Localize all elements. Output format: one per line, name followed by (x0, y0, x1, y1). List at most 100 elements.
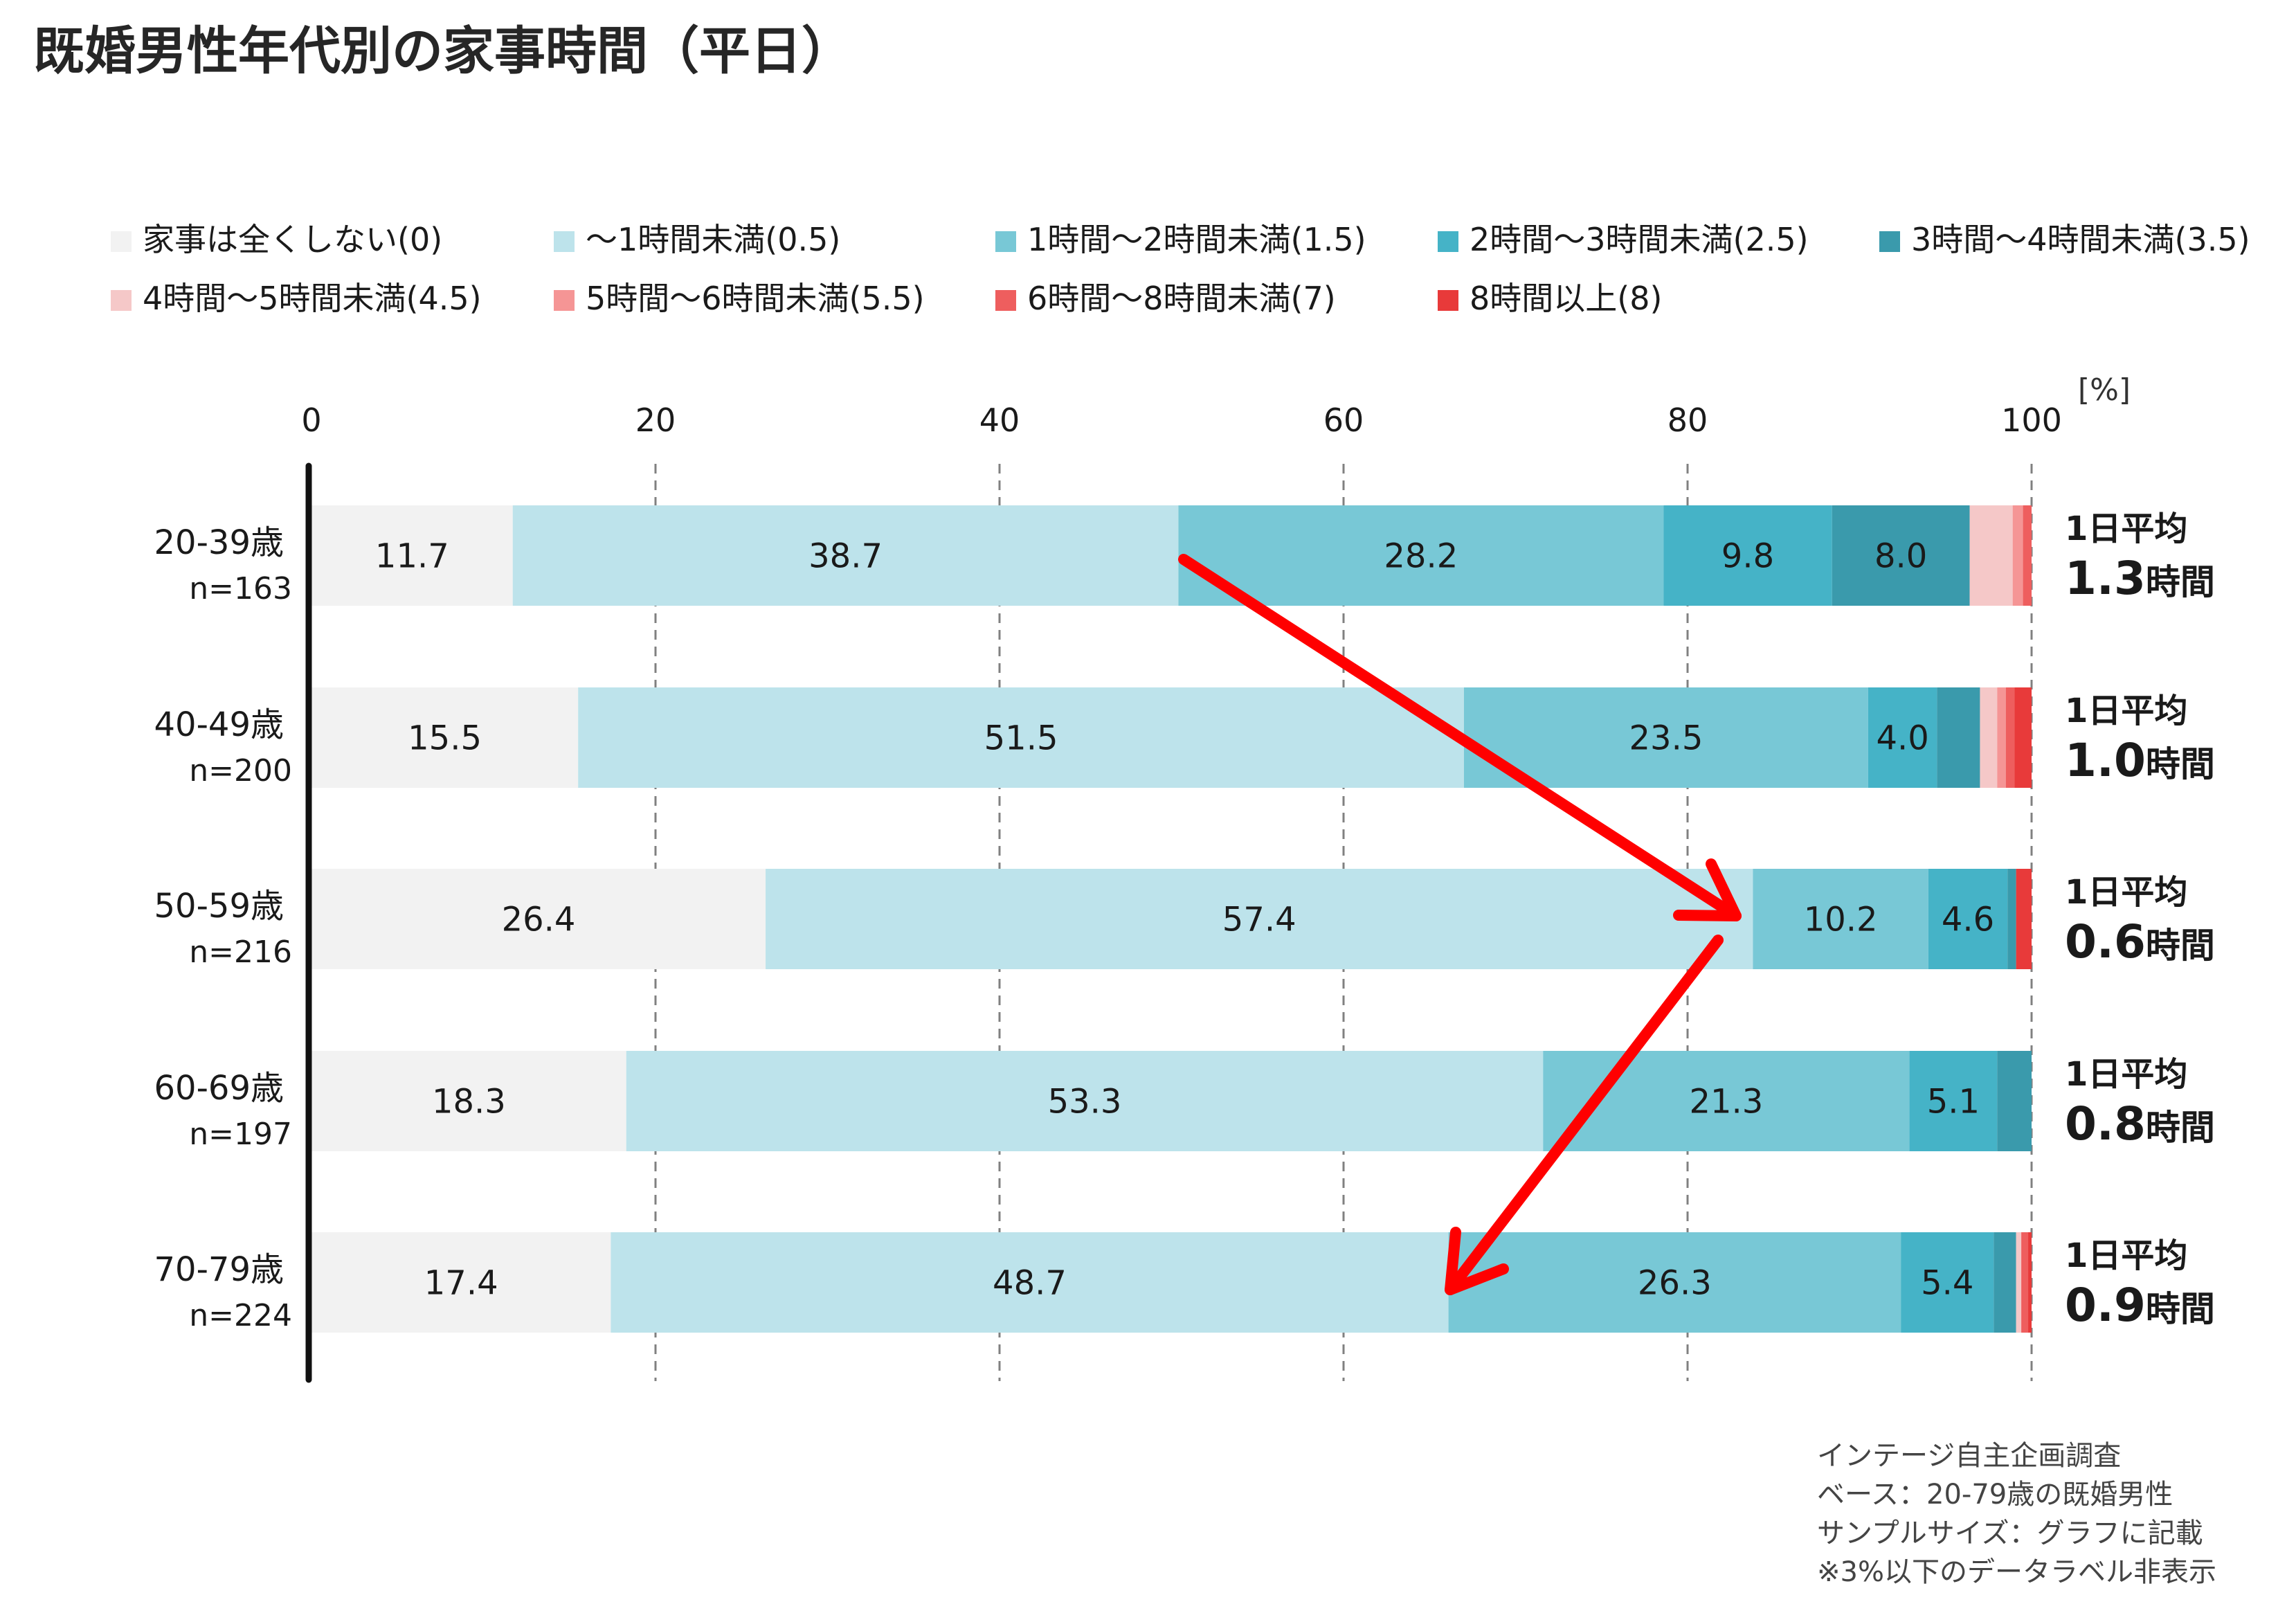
legend-swatch (995, 290, 1016, 311)
category-label: 40-49歳 (154, 705, 284, 744)
legend-swatch (554, 290, 575, 311)
sample-size-label: n=216 (189, 935, 292, 970)
sample-size-label: n=224 (189, 1298, 292, 1333)
legend-swatch (111, 231, 132, 252)
bar-segment (2016, 869, 2032, 969)
average-value: 0.6時間 (2065, 915, 2215, 968)
x-axis-ticks: 0 20 40 60 80 100 (301, 402, 2062, 439)
data-label: 23.5 (1629, 719, 1703, 758)
bar-segment (1901, 1232, 1994, 1333)
legend-swatch (1438, 290, 1458, 311)
x-tick-label: 20 (635, 402, 676, 439)
legend-label: 6時間〜8時間未満(7) (1027, 280, 1336, 317)
average-labels: 1日平均1.3時間1日平均1.0時間1日平均0.6時間1日平均0.8時間1日平均… (2065, 510, 2215, 1332)
category-label: 50-59歳 (154, 887, 284, 926)
source-line: ベース：20-79歳の既婚男性 (1817, 1479, 2173, 1511)
bar-segment (578, 687, 1464, 788)
source-line: サンプルサイズ：グラフに記載 (1817, 1517, 2203, 1549)
x-tick-label: 0 (301, 402, 321, 439)
data-label: 15.5 (408, 719, 482, 758)
bar-segment (2023, 505, 2032, 606)
bar-segment (311, 1232, 611, 1333)
bar-segment (1448, 1232, 1901, 1333)
bar-segment (1980, 687, 1998, 788)
data-label: 17.4 (424, 1264, 498, 1303)
legend-label: 5時間〜6時間未満(5.5) (586, 280, 925, 317)
legend-swatch (111, 290, 132, 311)
legend: 家事は全くしない(0) 〜1時間未満(0.5) 1時間〜2時間未満(1.5) 2時間〜… (111, 221, 2250, 317)
bar-segment (1868, 687, 1937, 788)
bar-segment (1997, 1051, 2032, 1151)
data-label: 8.0 (1874, 537, 1927, 576)
x-tick-label: 80 (1667, 402, 1708, 439)
bar-segment (2007, 869, 2016, 969)
sample-size-label: n=163 (189, 571, 292, 606)
bar-segment (1994, 1232, 2016, 1333)
legend-swatch (1879, 231, 1900, 252)
bars: 11.7 38.7 28.2 9.8 8.0 15.5 51.5 23.5 4.0 26.4 57.… (311, 505, 2032, 1333)
data-label: 18.3 (432, 1083, 506, 1121)
bar-segment (1997, 687, 2006, 788)
average-prefix: 1日平均 (2065, 692, 2187, 730)
average-value: 0.8時間 (2065, 1097, 2215, 1151)
average-prefix: 1日平均 (2065, 1055, 2187, 1094)
category-label: 60-69歳 (154, 1069, 284, 1108)
bar-segment (1928, 869, 2008, 969)
legend-label: 4時間〜5時間未満(4.5) (143, 280, 482, 317)
source-note: インテージ自主企画調査 ベース：20-79歳の既婚男性 サンプルサイズ：グラフに… (1817, 1436, 2216, 1592)
bar-segment (766, 869, 1753, 969)
trend-arrow-2 (1445, 935, 1724, 1295)
average-value: 1.3時間 (2065, 552, 2215, 605)
average-prefix: 1日平均 (2065, 1236, 2187, 1275)
sample-size-label: n=200 (189, 753, 292, 789)
average-value: 0.9時間 (2065, 1279, 2215, 1332)
bar-segment (626, 1051, 1544, 1151)
data-label: 48.7 (993, 1264, 1067, 1303)
bar-segment (1969, 505, 2013, 606)
x-tick-label: 100 (2001, 402, 2062, 439)
bar-segment (2012, 505, 2023, 606)
data-label: 26.4 (502, 901, 576, 939)
legend-label: 家事は全くしない(0) (143, 221, 442, 258)
trend-arrows (1178, 554, 1742, 1295)
data-label: 57.4 (1222, 901, 1296, 939)
bar-segment (2021, 1232, 2029, 1333)
data-label: 11.7 (375, 537, 449, 576)
legend-swatch (554, 231, 575, 252)
data-label: 5.1 (1927, 1083, 1980, 1121)
data-label: 38.7 (808, 537, 883, 576)
trend-arrow-1 (1178, 554, 1742, 921)
bar-segment (311, 687, 579, 788)
bar-segment (311, 505, 513, 606)
bar-segment (2028, 1232, 2032, 1333)
bar-segment (2016, 1232, 2022, 1333)
data-label: 10.2 (1804, 901, 1878, 939)
legend-label: 3時間〜4時間未満(3.5) (1911, 221, 2250, 258)
bar-segment (1753, 869, 1928, 969)
data-label: 26.3 (1638, 1264, 1712, 1303)
bar-segment (1663, 505, 1832, 606)
bar-segment (311, 869, 766, 969)
bar-segment (1543, 1051, 1910, 1151)
source-line: インテージ自主企画調査 (1817, 1440, 2122, 1472)
bar-segment (1178, 505, 1664, 606)
legend-label: 〜1時間未満(0.5) (586, 221, 840, 258)
average-value: 1.0時間 (2065, 734, 2215, 787)
bar-segment (1832, 505, 1970, 606)
row-labels: 20-39歳 n=163 40-49歳 n=200 50-59歳 n=216 60-69歳 n… (154, 523, 292, 1333)
data-label: 53.3 (1048, 1083, 1122, 1121)
legend-label: 8時間以上(8) (1470, 280, 1662, 317)
legend-swatch (995, 231, 1016, 252)
trend-arrow-1-head (1673, 858, 1742, 921)
legend-label: 2時間〜3時間未満(2.5) (1470, 221, 1809, 258)
category-label: 20-39歳 (154, 523, 284, 562)
bar-segment (311, 1051, 626, 1151)
chart-title: 既婚男性年代別の家事時間（平日） (33, 21, 853, 81)
bar-segment (1909, 1051, 1998, 1151)
bar-segment (611, 1232, 1449, 1333)
bar-segment (2005, 687, 2015, 788)
data-label: 4.0 (1876, 719, 1928, 758)
x-tick-label: 40 (979, 402, 1020, 439)
data-label: 28.2 (1384, 537, 1458, 576)
